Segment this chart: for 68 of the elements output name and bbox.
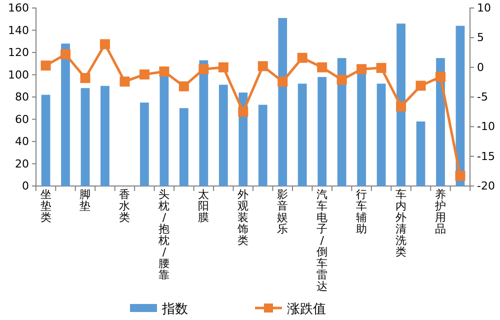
point xyxy=(178,81,189,92)
y2-tick-label: -15 xyxy=(477,150,495,163)
bar xyxy=(218,84,228,186)
bar xyxy=(298,84,307,186)
bar xyxy=(179,108,188,186)
bar xyxy=(396,24,406,186)
bar xyxy=(278,18,288,186)
point xyxy=(198,64,209,74)
y2-tick-label: 5 xyxy=(477,31,484,44)
x-tick-label: 外观装饰类 xyxy=(236,188,249,247)
category-label: 汽车电子/倒车雷达 xyxy=(316,188,328,293)
bar xyxy=(61,44,70,186)
bar xyxy=(318,76,327,186)
y-tick-label: 160 xyxy=(8,2,29,15)
y-tick-label: 80 xyxy=(15,90,29,104)
y-tick-label: 100 xyxy=(8,68,29,82)
y-tick-label: 60 xyxy=(15,112,29,126)
bar xyxy=(199,60,208,186)
point xyxy=(435,72,446,82)
y-tick-label: 120 xyxy=(8,46,29,60)
bar xyxy=(100,86,110,186)
legend-label: 指数 xyxy=(161,302,188,317)
bar xyxy=(80,88,90,186)
bar xyxy=(376,84,386,186)
point xyxy=(60,49,71,60)
bar xyxy=(337,58,346,186)
point xyxy=(218,62,228,72)
point xyxy=(159,66,170,76)
point xyxy=(278,76,288,87)
point xyxy=(120,76,130,87)
x-tick-label: 坐垫类 xyxy=(40,188,52,224)
point xyxy=(455,170,466,181)
x-tick-label: 养护用品 xyxy=(434,188,446,236)
point xyxy=(317,62,328,72)
point xyxy=(238,106,248,117)
x-tick-label: 头枕/抱枕/腰靠 xyxy=(158,188,170,282)
point xyxy=(100,39,110,50)
bar xyxy=(160,76,169,186)
y-tick-label: 140 xyxy=(8,24,29,37)
bar xyxy=(258,104,268,186)
x-tick-label: 车内外清洗类 xyxy=(396,188,407,258)
point xyxy=(336,74,347,85)
point xyxy=(416,80,426,91)
y2-tick-label: -5 xyxy=(477,90,488,104)
y2-tick-label: -10 xyxy=(477,120,495,134)
point xyxy=(258,61,268,72)
point xyxy=(356,64,367,74)
bar xyxy=(416,121,426,186)
x-tick-label: 太阳膜 xyxy=(198,188,210,224)
y2-tick-label: -20 xyxy=(477,180,495,193)
legend-label: 涨跌值 xyxy=(287,302,326,317)
y2-tick-label: 0 xyxy=(477,60,484,74)
point xyxy=(396,101,406,112)
y-tick-label: 0 xyxy=(22,180,29,193)
point xyxy=(376,62,386,73)
point xyxy=(80,73,90,84)
y-tick-label: 40 xyxy=(15,135,29,148)
point xyxy=(297,52,308,63)
y2-tick-label: 10 xyxy=(477,2,491,15)
point xyxy=(139,69,150,80)
bar xyxy=(140,102,149,186)
x-tick-label: 影音娱乐 xyxy=(277,188,288,236)
bar xyxy=(41,94,50,186)
y-tick-label: 20 xyxy=(15,157,29,170)
point xyxy=(40,60,51,71)
x-tick-label: 香水类 xyxy=(119,188,130,224)
x-tick-label: 脚垫 xyxy=(80,188,91,212)
x-tick-label: 行车辅助 xyxy=(356,188,368,236)
